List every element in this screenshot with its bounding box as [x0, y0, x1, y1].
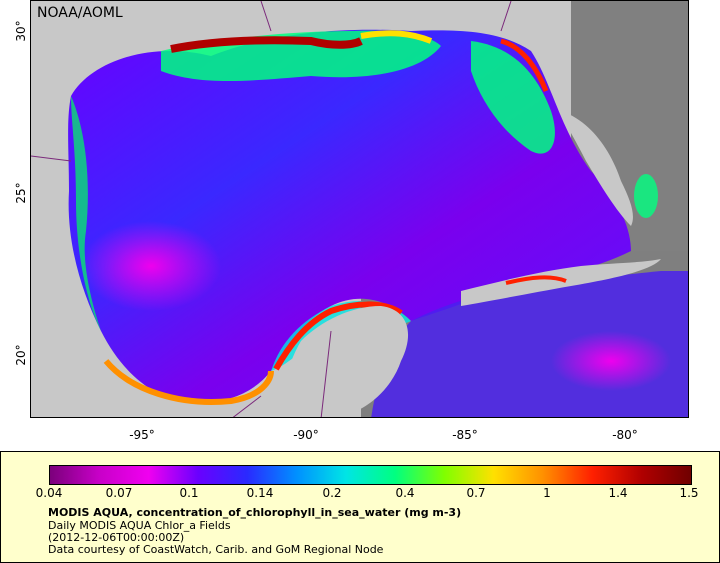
- y-tick-label: 30°: [14, 20, 28, 42]
- chlorophyll-map: NOAA/AOML: [30, 0, 689, 418]
- yucatan-land: [281, 306, 409, 417]
- coastal-band-florida: [500, 38, 549, 92]
- colorbar-tick-label: 0.04: [35, 486, 63, 500]
- cuba-land: [461, 259, 661, 306]
- shelf-florida: [471, 41, 555, 154]
- y-tick-label: 20°: [14, 344, 28, 366]
- colorbar-tick-label: 1.5: [679, 486, 699, 500]
- agency-label: NOAA/AOML: [37, 5, 123, 21]
- colorbar-tick-label: 0.07: [105, 486, 133, 500]
- legend-panel: 0.04 0.07 0.1 0.14 0.2 0.4 0.7 1 1.4 1.5…: [0, 451, 720, 563]
- x-tick-label: -95°: [129, 428, 155, 442]
- low-chl-patch-south: [551, 331, 671, 391]
- y-tick-label: 25°: [14, 182, 28, 204]
- x-tick-label: -85°: [452, 428, 478, 442]
- gulf-water: [68, 29, 632, 403]
- shelf-west: [71, 96, 101, 331]
- dataset-time: (2012-12-06T00:00:00Z): [48, 531, 185, 544]
- x-tick-label: -80°: [612, 428, 638, 442]
- coastal-band-sw: [103, 359, 274, 405]
- florida-land: [561, 111, 633, 226]
- low-chl-patch: [81, 221, 221, 311]
- coastal-band-north: [170, 36, 363, 53]
- colorbar-tick-label: 0.7: [466, 486, 486, 500]
- colorbar-tick-label: 1: [543, 486, 551, 500]
- data-credit: Data courtesy of CoastWatch, Carib. and …: [48, 543, 384, 556]
- colorbar-tick-label: 0.14: [246, 486, 274, 500]
- colorbar-tick-label: 0.1: [179, 486, 199, 500]
- coastal-band-campeche: [273, 301, 403, 371]
- colorbar-tick-label: 1.4: [608, 486, 628, 500]
- coastal-band-cuba: [505, 275, 567, 285]
- political-borders: [31, 1, 512, 417]
- dataset-subtitle: Daily MODIS AQUA Chlor_a Fields: [48, 519, 231, 532]
- colorbar-tick-label: 0.4: [395, 486, 415, 500]
- bahamas-shelf: [634, 174, 658, 218]
- colorbar: [49, 465, 692, 485]
- x-tick-label: -90°: [293, 428, 319, 442]
- colorbar-tick-label: 0.2: [322, 486, 342, 500]
- coastal-band-ne: [360, 30, 433, 44]
- dataset-title: MODIS AQUA, concentration_of_chlorophyll…: [48, 506, 462, 519]
- map-canvas: [31, 1, 688, 417]
